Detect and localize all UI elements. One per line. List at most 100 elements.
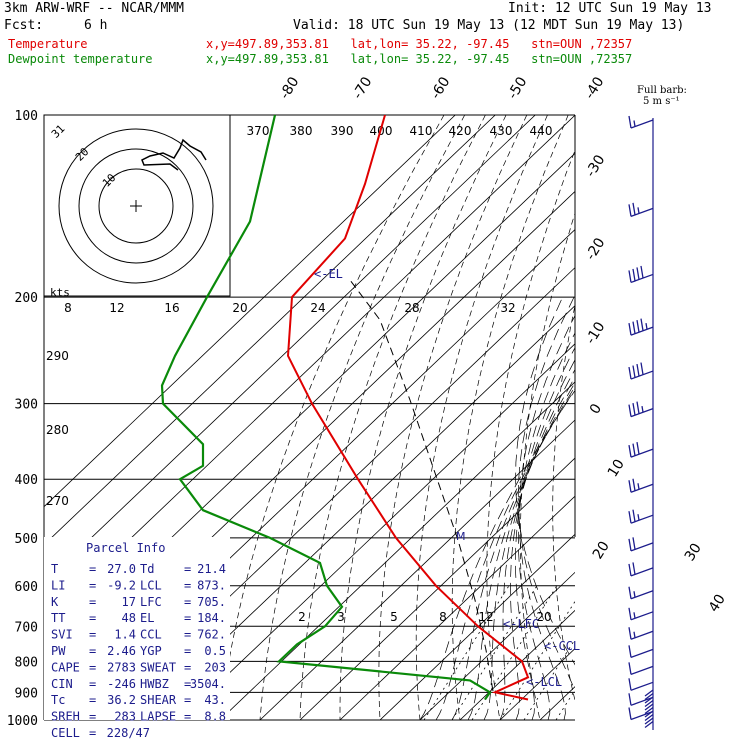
isotherm-label: -50 bbox=[505, 74, 531, 102]
theta-label: 390 bbox=[331, 124, 354, 138]
moist-adiabat bbox=[483, 376, 575, 720]
wind-barb-full bbox=[628, 627, 632, 640]
wind-barb-staff bbox=[630, 630, 654, 640]
parcel-value: -246 bbox=[107, 677, 136, 691]
moist-adiabats bbox=[419, 296, 575, 720]
parcel-value: 48 bbox=[122, 611, 136, 625]
wind-barb-full bbox=[628, 404, 632, 417]
wind-barb-legend-line1: Full barb: bbox=[637, 85, 687, 96]
parcel-label-right: LFC bbox=[140, 595, 162, 609]
wind-barb-full bbox=[636, 267, 640, 280]
wind-barb-full bbox=[640, 362, 644, 375]
level-markers: <-EL <-LFC <-CCL <-LCL M bbox=[314, 267, 580, 689]
hodograph-ring-outer bbox=[58, 128, 214, 284]
wind-barb-full bbox=[628, 323, 632, 336]
theta-label: 380 bbox=[290, 124, 313, 138]
isotherm bbox=[139, 305, 575, 720]
dry-adiabat bbox=[552, 303, 575, 702]
hodograph: kts 31 20 10 bbox=[43, 114, 231, 299]
wind-barb-full bbox=[628, 707, 632, 720]
dry-adiabat bbox=[339, 115, 507, 720]
moist-adiabat bbox=[517, 332, 575, 720]
parcel-eq: = bbox=[89, 644, 96, 658]
isotherm bbox=[660, 115, 740, 720]
parcel-eq: = bbox=[89, 660, 96, 674]
wind-barb-half bbox=[637, 207, 640, 214]
wind-barb-full bbox=[632, 478, 636, 491]
isotherm-label: -30 bbox=[583, 152, 609, 180]
wind-barb-staff bbox=[630, 408, 654, 418]
dry-adiabat bbox=[672, 115, 740, 720]
wind-barb bbox=[628, 265, 654, 284]
parcel-label: T bbox=[51, 562, 58, 576]
dry-adiabat bbox=[486, 149, 575, 720]
wind-barb bbox=[628, 693, 654, 706]
wind-barb bbox=[628, 478, 654, 493]
mixing-ratio-label: 20 bbox=[232, 301, 247, 315]
isotherm bbox=[580, 115, 740, 720]
temperature-legend: Temperature bbox=[8, 37, 88, 51]
dry-adiabat bbox=[700, 115, 740, 720]
isotherm-label: -40 bbox=[582, 74, 608, 102]
wind-barb-half bbox=[633, 631, 636, 638]
wind-barb-full bbox=[628, 678, 632, 691]
dry-adiabats bbox=[219, 115, 740, 720]
parcel-label: CAPE bbox=[51, 660, 80, 674]
wind-barb-full bbox=[628, 538, 632, 551]
mixing-ratio-label: 24 bbox=[310, 301, 325, 315]
wind-barb-full bbox=[640, 265, 644, 279]
wind-barb bbox=[628, 509, 654, 524]
parcel-eq: = bbox=[89, 726, 96, 740]
parcel-eq: = bbox=[184, 595, 191, 609]
parcel-eq: = bbox=[184, 562, 191, 576]
pressure-tick-label: 200 bbox=[15, 291, 38, 306]
parcel-value-right: 873. bbox=[197, 578, 226, 592]
pressure-tick-label: 400 bbox=[15, 473, 38, 488]
parcel-value: 283 bbox=[114, 710, 136, 724]
wind-barb-full bbox=[628, 693, 632, 706]
wind-barb bbox=[628, 678, 654, 691]
parcel-label: K bbox=[51, 595, 59, 609]
pressure-tick-label: 500 bbox=[15, 532, 38, 547]
wind-barb-staff bbox=[630, 370, 654, 380]
wind-barb-staff bbox=[630, 326, 654, 336]
isotherm-label: -10 bbox=[583, 319, 609, 347]
parcel-label-right: LAPSE bbox=[140, 710, 176, 724]
wind-barb-full bbox=[632, 509, 636, 522]
parcel-value-right: 705. bbox=[197, 595, 226, 609]
mixing-ratio-line bbox=[499, 600, 575, 720]
pressure-tick-label: 300 bbox=[15, 398, 38, 413]
wind-barb-full bbox=[632, 202, 636, 216]
parcel-eq: = bbox=[184, 677, 191, 691]
mixing-ratio-lines bbox=[423, 585, 575, 720]
wind-barb-staff bbox=[630, 696, 654, 706]
mixing-ratio-label: 8 bbox=[64, 301, 72, 315]
forecast-label: Fcst: bbox=[4, 18, 44, 33]
dewpoint-profile bbox=[160, 115, 492, 701]
isotherm-label: -80 bbox=[277, 74, 303, 102]
hodograph-units: kts bbox=[50, 286, 70, 299]
wind-barb-low bbox=[644, 699, 654, 708]
parcel-label: Tc bbox=[51, 693, 65, 707]
mixing-ratio-label: 32 bbox=[500, 301, 515, 315]
parcel-eq: = bbox=[89, 562, 96, 576]
parcel-info-title: Parcel Info bbox=[86, 541, 165, 555]
isotherm-label: 10 bbox=[605, 457, 628, 481]
pressure-tick-label: 100 bbox=[15, 109, 38, 124]
isotherm-label: -20 bbox=[583, 235, 609, 263]
parcel-eq: = bbox=[184, 628, 191, 642]
marker-ccl: <-CCL bbox=[544, 639, 580, 653]
init-time: Init: 12 UTC Sun 19 May 13 bbox=[508, 1, 712, 16]
hodograph-ring-middle bbox=[78, 148, 194, 264]
wind-barb-half bbox=[637, 483, 640, 490]
parcel-eq: = bbox=[89, 578, 96, 592]
parcel-label-right: SHEAR bbox=[140, 693, 177, 707]
wind-barb-full bbox=[632, 443, 636, 456]
dry-adiabat bbox=[378, 115, 528, 720]
dry-adiabat bbox=[259, 115, 466, 720]
isotherm-label: -60 bbox=[428, 74, 454, 102]
isotherm bbox=[44, 115, 456, 508]
forecast-hours: 6 h bbox=[84, 18, 108, 33]
wind-barb-low bbox=[644, 717, 654, 725]
